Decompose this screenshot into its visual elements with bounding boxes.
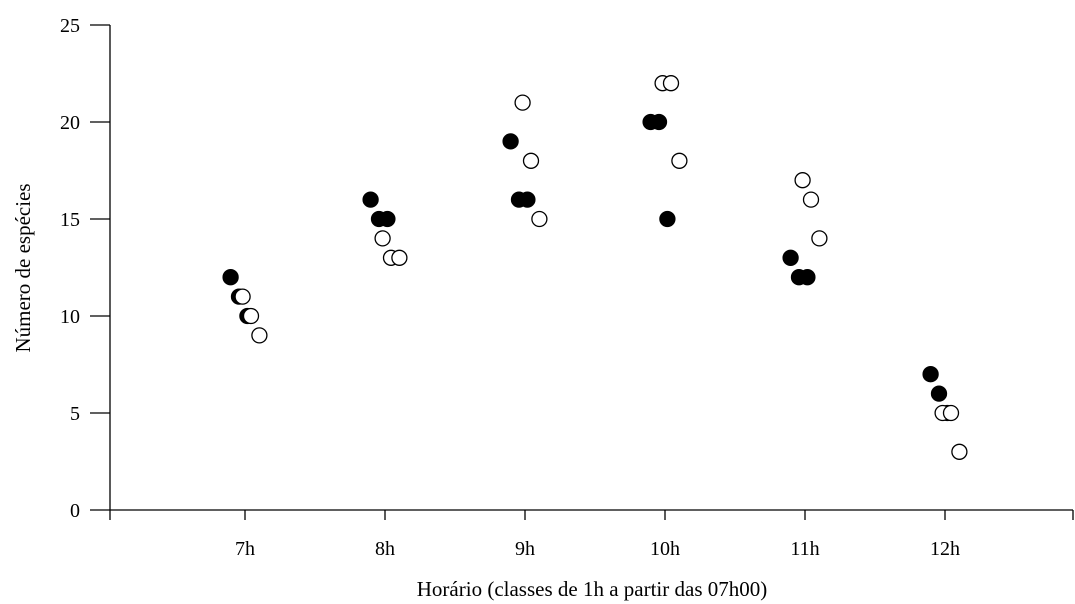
open-point [251, 327, 268, 344]
open-point [662, 75, 680, 92]
open-point [374, 230, 391, 247]
y-tick-label: 10 [60, 306, 80, 328]
x-tick-label: 8h [375, 538, 395, 560]
filled-point [782, 249, 799, 266]
y-tick-label: 25 [60, 15, 80, 37]
open-point [242, 307, 260, 325]
open-point [794, 172, 811, 189]
filled-point [922, 366, 939, 383]
filled-point [659, 210, 676, 228]
x-tick-label: 10h [650, 538, 680, 560]
filled-point [650, 113, 668, 131]
open-point [531, 210, 548, 228]
y-tick-label: 0 [70, 500, 80, 522]
filled-point [502, 133, 519, 150]
open-point [514, 94, 531, 111]
x-axis-title: Horário (classes de 1h a partir das 07h0… [417, 577, 767, 601]
x-tick-label: 7h [235, 538, 255, 560]
data-points [222, 75, 968, 460]
y-tick-label: 15 [60, 209, 80, 231]
filled-point [362, 191, 379, 208]
filled-point [930, 385, 948, 402]
filled-point [222, 269, 239, 286]
open-point [802, 191, 820, 208]
open-point [942, 404, 960, 422]
filled-point [379, 210, 396, 228]
open-point [671, 152, 688, 169]
y-tick-label: 5 [70, 403, 80, 425]
open-point [951, 443, 968, 460]
y-tick-label: 20 [60, 112, 80, 134]
open-point [522, 152, 540, 169]
open-point [234, 288, 251, 305]
open-point [811, 230, 828, 247]
y-axis-title: Número de espécies [11, 183, 35, 352]
open-point [391, 249, 408, 266]
x-tick-label: 9h [515, 538, 535, 560]
filled-point [799, 269, 816, 286]
x-tick-label: 11h [790, 538, 819, 560]
x-axis-ticks: 7h 8h 9h 10h 11h 12h [109, 510, 1074, 560]
x-tick-label: 12h [930, 538, 960, 560]
filled-point [519, 191, 536, 208]
y-axis-ticks: 0 5 10 15 20 25 [60, 15, 110, 522]
